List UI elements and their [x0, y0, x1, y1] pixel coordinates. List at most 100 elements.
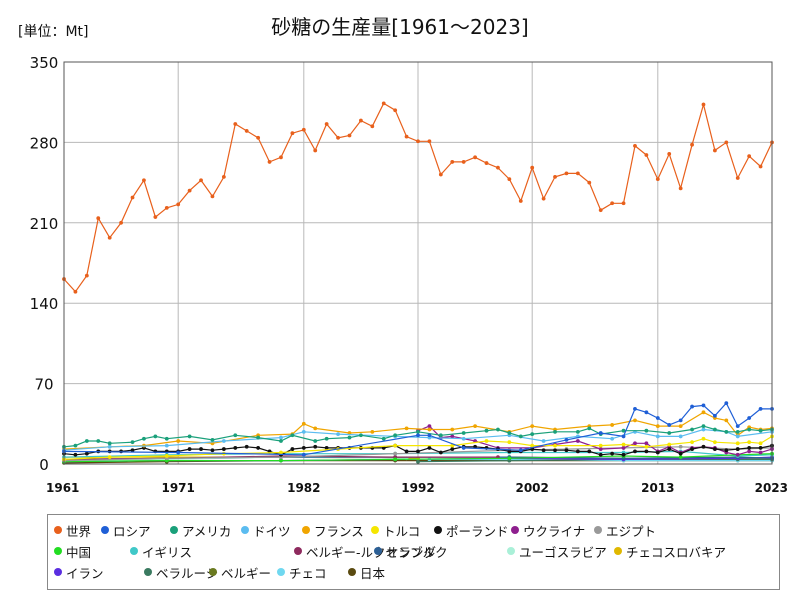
y-tick-label: 70 — [34, 376, 53, 394]
data-point — [473, 424, 477, 428]
data-point — [244, 129, 249, 133]
data-point — [393, 457, 398, 462]
data-point — [427, 139, 432, 144]
data-point — [553, 448, 557, 453]
plot-frame — [63, 61, 773, 465]
data-point — [336, 135, 340, 140]
data-point — [644, 444, 649, 449]
data-point — [564, 448, 569, 453]
legend-label: イギリス — [142, 544, 193, 560]
data-point — [713, 440, 717, 445]
data-point — [427, 433, 432, 438]
data-point — [541, 196, 546, 201]
legend-marker — [434, 526, 442, 534]
data-point — [290, 447, 295, 451]
legend-label: イラン — [66, 565, 104, 581]
data-point — [678, 186, 683, 191]
data-point — [747, 416, 752, 420]
legend-item: 世界 — [54, 520, 91, 540]
data-point — [678, 418, 683, 423]
data-point — [107, 235, 112, 240]
data-point — [210, 437, 215, 442]
data-point — [518, 448, 523, 453]
legend-label: ベラルーシ — [156, 565, 219, 581]
data-point — [84, 451, 89, 456]
data-point — [507, 449, 512, 454]
data-point — [633, 418, 637, 423]
data-point — [324, 446, 329, 450]
legend-label: ポーランド — [446, 523, 509, 539]
data-point — [359, 433, 363, 438]
legend-label: ロシア — [113, 523, 151, 539]
data-point — [678, 451, 683, 456]
data-point — [758, 450, 763, 455]
data-point — [610, 451, 615, 456]
data-point — [530, 443, 535, 448]
legend-label: チェコ — [289, 565, 327, 581]
data-point — [484, 161, 489, 165]
data-point — [621, 434, 626, 439]
x-tick-label: 1992 — [401, 481, 434, 495]
data-point — [96, 439, 101, 443]
data-point — [393, 108, 398, 113]
legend-label: フランス — [314, 523, 364, 539]
data-point — [130, 448, 135, 453]
data-point — [735, 434, 740, 439]
legend-label: ウクライナ — [523, 523, 586, 539]
y-tick-label: 140 — [30, 295, 59, 313]
legend-marker — [302, 526, 310, 534]
data-point — [587, 449, 592, 454]
data-point — [393, 433, 398, 438]
legend-marker — [101, 526, 109, 534]
data-point — [735, 176, 740, 180]
data-point — [347, 435, 352, 440]
data-point — [221, 447, 226, 451]
data-point — [404, 426, 409, 431]
data-point — [644, 449, 649, 454]
data-point — [187, 447, 192, 451]
data-point — [393, 443, 398, 448]
data-point — [713, 447, 717, 451]
data-point — [564, 171, 569, 176]
legend-item: 日本 — [348, 562, 385, 582]
series-トルコ — [62, 434, 774, 462]
legend-marker — [241, 526, 249, 534]
data-point — [541, 439, 546, 443]
data-point — [747, 446, 752, 450]
data-point — [633, 441, 637, 446]
data-point — [610, 436, 615, 441]
x-tick-label: 1961 — [46, 481, 79, 495]
series-line — [417, 425, 773, 456]
data-point — [644, 428, 649, 433]
legend-item: エジプト — [594, 520, 656, 540]
data-point — [73, 289, 78, 294]
data-point — [507, 440, 512, 445]
data-point — [518, 434, 523, 439]
data-point — [96, 216, 101, 221]
data-point — [701, 436, 706, 441]
legend-item: アメリカ — [170, 520, 231, 540]
data-point — [130, 195, 135, 200]
data-point — [473, 155, 477, 160]
data-point — [633, 406, 637, 411]
legend-item: フランス — [302, 520, 364, 540]
data-point — [301, 452, 306, 457]
data-point — [221, 439, 226, 443]
legend-item: イギリス — [130, 541, 192, 561]
data-point — [758, 428, 763, 433]
data-point — [450, 434, 455, 439]
legend-label: 中国 — [66, 544, 92, 560]
legend-label: ベルギー — [221, 565, 272, 581]
data-point — [450, 427, 455, 432]
data-point — [518, 199, 523, 203]
data-point — [564, 437, 569, 442]
legend-label: アメリカ — [182, 523, 232, 539]
data-point — [324, 122, 329, 126]
data-point — [655, 434, 660, 439]
data-point — [598, 208, 603, 213]
data-point — [713, 427, 717, 432]
data-point — [119, 220, 123, 225]
legend-item: ユーゴスラビア — [507, 541, 607, 561]
